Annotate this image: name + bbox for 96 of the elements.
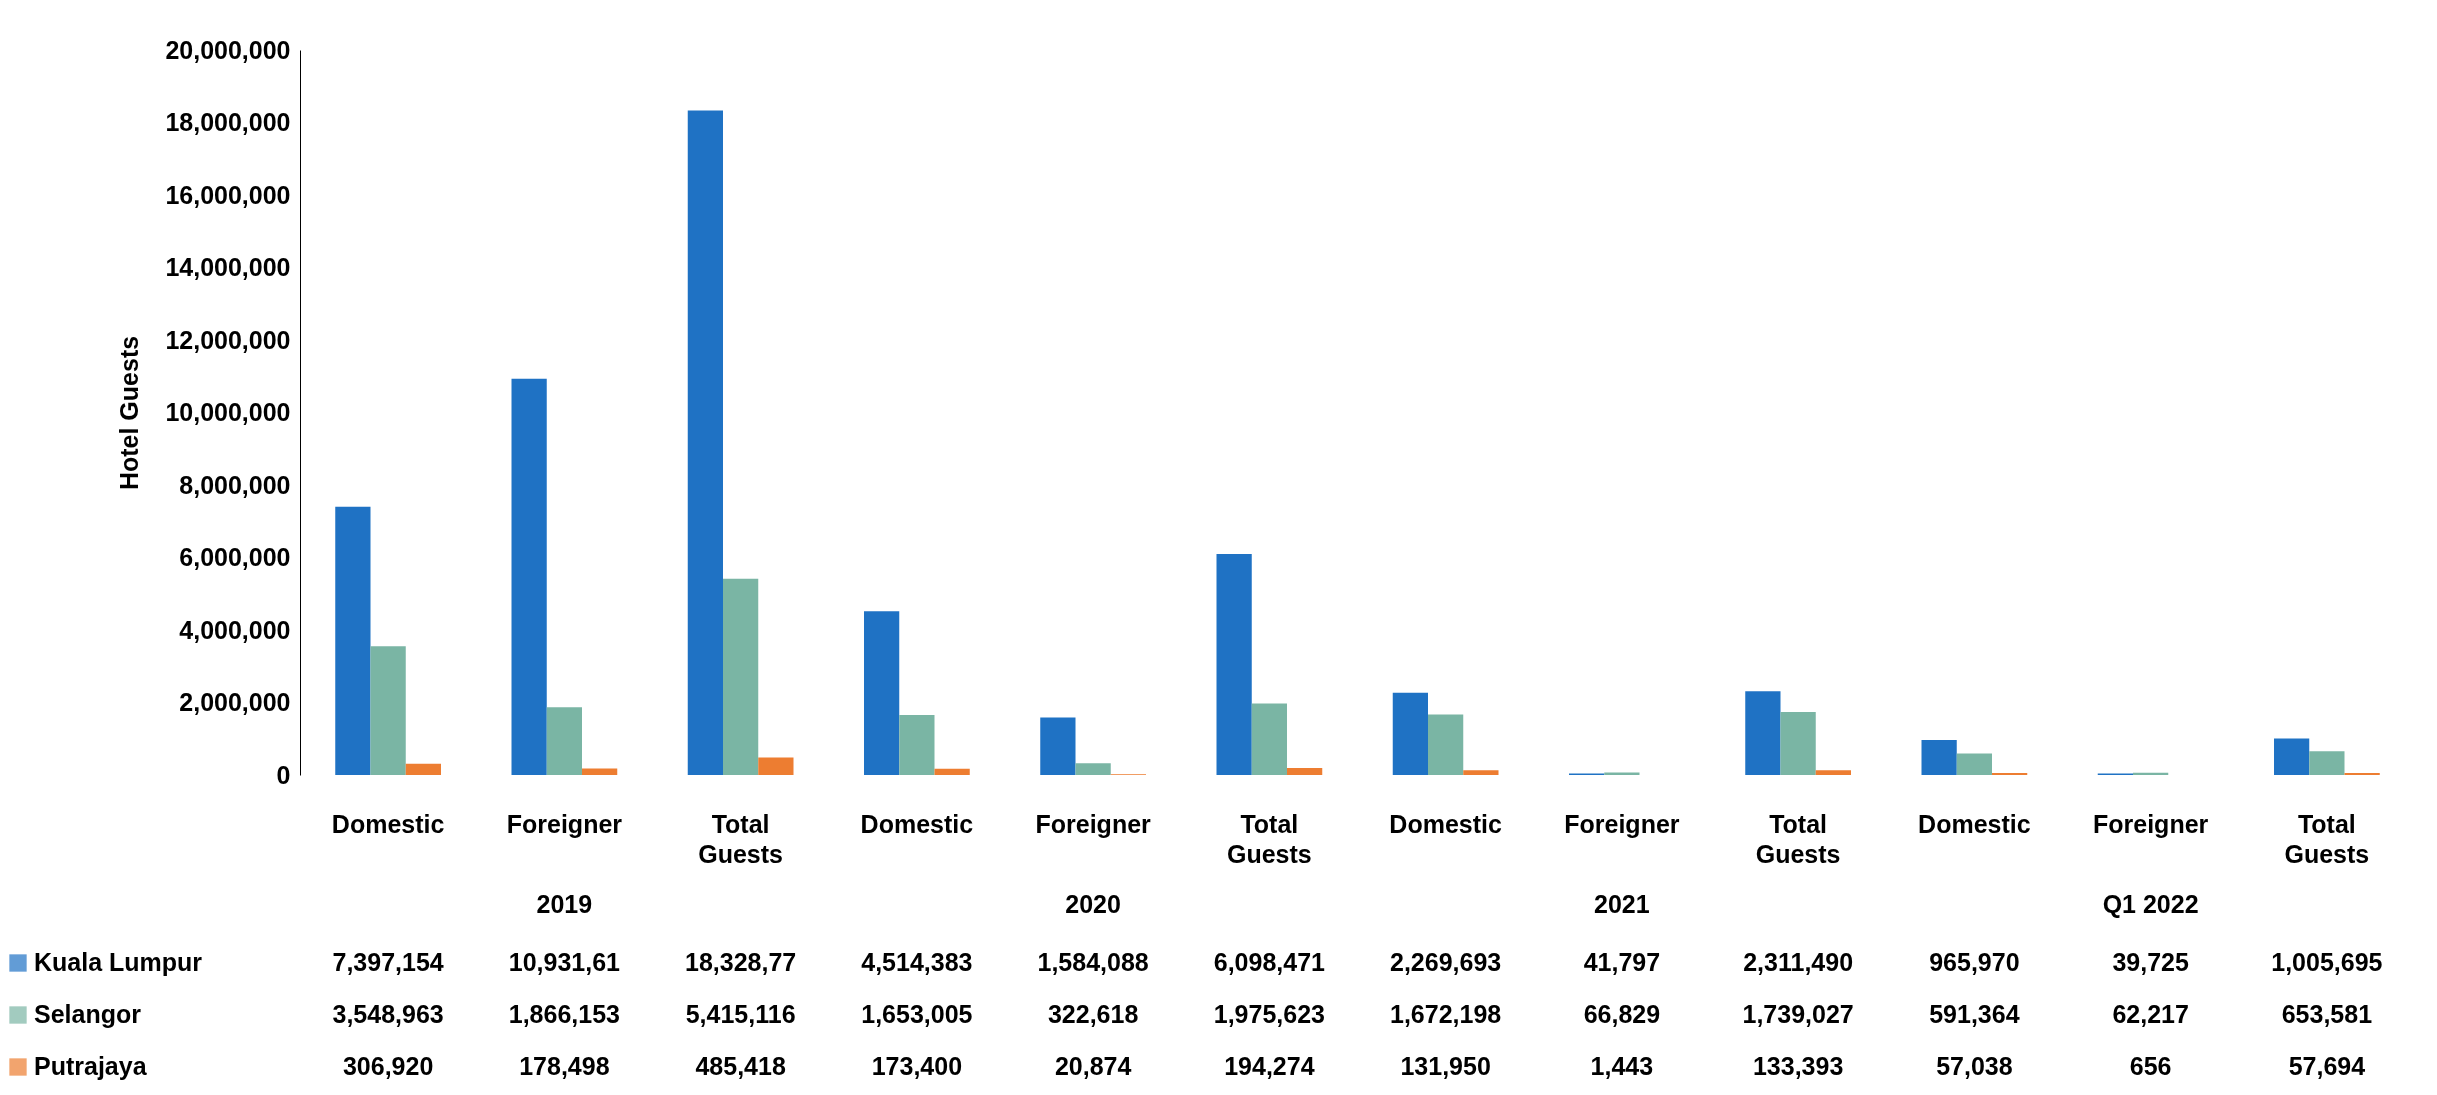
y-tick-label: 4,000,000: [179, 615, 291, 644]
bar: [1956, 753, 1992, 775]
x-tick-label: Domestic: [331, 810, 445, 838]
bar: [899, 715, 935, 775]
data-label: 131,950: [1400, 1052, 1491, 1080]
data-label: 2,311,490: [1743, 948, 1854, 976]
y-tick-label: 0: [276, 760, 291, 789]
x-tick-label: Total Guests: [698, 810, 784, 868]
bar: [1251, 703, 1287, 775]
y-tick-label: 18,000,000: [165, 108, 291, 136]
data-label: 5,415,116: [685, 1000, 796, 1028]
bar: [370, 646, 406, 775]
bar: [1992, 772, 2028, 775]
bar: [758, 757, 794, 775]
bar: [1463, 770, 1499, 775]
bar: [934, 768, 970, 775]
bar: [1392, 692, 1428, 775]
x-tick-label: Total Guests: [2284, 810, 2370, 868]
bar: [511, 378, 547, 775]
bar: [864, 611, 900, 775]
bar: [687, 110, 723, 775]
x-tick-label: Total Guests: [1755, 810, 1841, 868]
data-label: 1,866,153: [508, 1000, 620, 1028]
bar: [723, 578, 759, 775]
text: 2019: [536, 890, 593, 918]
data-label: 18,328,77: [685, 948, 797, 976]
text: 2020: [1065, 890, 1121, 918]
y-tick-label: 10,000,000: [165, 398, 291, 426]
x-tick-label: Foreigner: [1035, 810, 1152, 838]
bar: [405, 763, 441, 775]
data-label: 4,514,383: [861, 948, 973, 976]
data-label: 3,548,963: [332, 1000, 444, 1028]
bar: [1287, 767, 1323, 775]
legend-label: Kuala Lumpur: [34, 948, 203, 976]
bar: [1745, 691, 1781, 775]
data-label: 39,725: [2112, 948, 2189, 976]
data-label: 6,098,471: [1213, 948, 1326, 976]
bar: [1428, 714, 1464, 775]
x-tick-label: Total Guests: [1226, 810, 1312, 868]
data-label: 656: [2129, 1052, 2172, 1080]
y-tick-label: 20,000,000: [165, 35, 291, 64]
text: 2021: [1594, 890, 1650, 918]
bar: [1815, 770, 1851, 775]
data-label: 1,975,623: [1213, 1000, 1325, 1028]
bar: [582, 768, 618, 775]
x-tick-label: Foreigner: [1564, 810, 1680, 838]
data-label: 133,393: [1752, 1052, 1844, 1080]
data-label: 10,931,61: [508, 948, 621, 976]
bar: [1780, 711, 1816, 775]
data-label: 306,920: [342, 1052, 434, 1080]
data-label: 1,005,695: [2271, 948, 2383, 976]
data-label: 66,829: [1583, 1000, 1661, 1028]
y-axis-title: Hotel Guests: [115, 335, 144, 491]
data-label: 653,581: [2281, 1000, 2373, 1028]
data-label: 62,217: [2112, 1000, 2189, 1028]
data-label: 173,400: [871, 1052, 963, 1080]
data-label: 194,274: [1224, 1052, 1315, 1080]
data-label: 41,797: [1583, 948, 1661, 976]
text: Q1 2022: [2102, 890, 2199, 918]
bar: [1075, 763, 1111, 775]
bar: [2309, 751, 2345, 775]
data-label: 57,038: [1936, 1052, 2013, 1080]
y-tick-label: 16,000,000: [165, 180, 291, 209]
data-label: 7,397,154: [332, 948, 444, 976]
y-tick-label: 14,000,000: [165, 253, 291, 281]
data-label: 1,653,005: [861, 1000, 973, 1028]
data-label: 485,418: [695, 1052, 786, 1080]
data-label: 1,584,088: [1037, 948, 1149, 976]
data-label: 20,874: [1054, 1052, 1132, 1080]
data-label: 591,364: [1929, 1000, 2020, 1028]
data-label: 1,672,198: [1390, 1000, 1502, 1028]
bar: [2344, 772, 2380, 775]
data-label: 2,269,693: [1390, 948, 1502, 976]
x-tick-label: Foreigner: [506, 810, 623, 838]
bar: [1921, 739, 1957, 775]
legend-label: Putrajaya: [34, 1052, 148, 1080]
y-tick-label: 8,000,000: [179, 470, 291, 499]
bar: [546, 707, 582, 775]
y-tick-label: 2,000,000: [179, 688, 291, 716]
x-tick-label: Domestic: [1918, 810, 2031, 838]
x-tick-label: Domestic: [1389, 810, 1502, 838]
x-tick-label: Domestic: [860, 810, 974, 838]
y-tick-label: 6,000,000: [179, 543, 291, 571]
data-label: 57,694: [2288, 1052, 2366, 1080]
x-tick-label: Foreigner: [2092, 810, 2209, 838]
data-label: 1,739,027: [1742, 1000, 1854, 1028]
data-label: 965,970: [1929, 948, 2020, 976]
bar: [1040, 717, 1076, 775]
y-tick-label: 12,000,000: [165, 325, 291, 354]
data-label: 178,498: [519, 1052, 610, 1080]
bar: [335, 506, 371, 775]
bar: [2274, 738, 2310, 775]
bar: [1216, 553, 1252, 775]
legend-label: Selangor: [34, 1000, 142, 1028]
data-label: 322,618: [1047, 1000, 1139, 1028]
data-label: 1,443: [1590, 1052, 1654, 1080]
